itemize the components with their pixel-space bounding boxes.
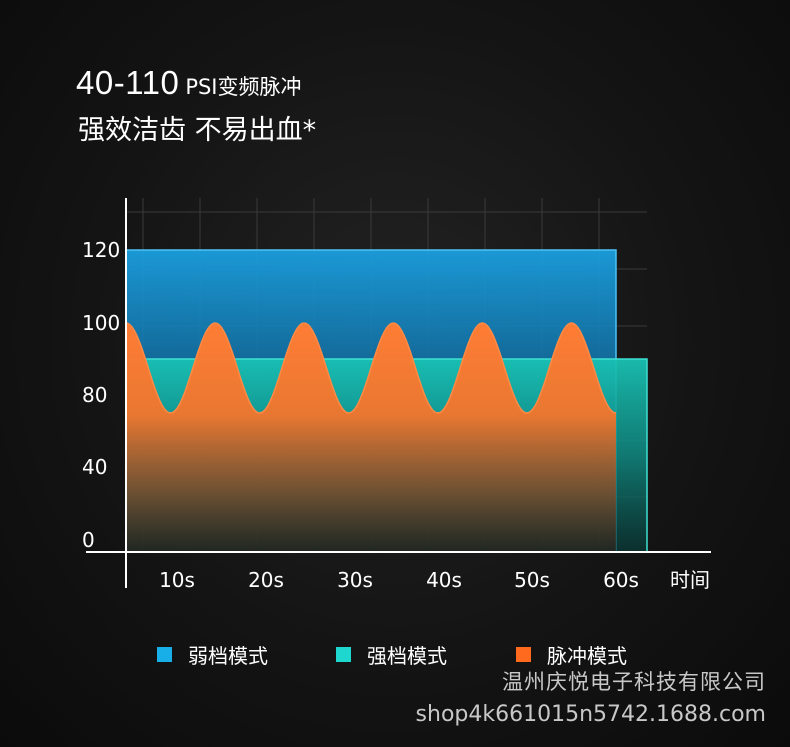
series-pulse-area	[126, 323, 616, 552]
subheadline: 强效洁齿 不易出血*	[78, 115, 317, 146]
legend-item-strong: 强档模式	[336, 640, 447, 669]
legend-swatch-pulse	[516, 647, 531, 662]
x-tick-label-40s: 40s	[426, 568, 462, 592]
chart-labels: 0 40 80 100 120 10s 20s 30s 40s 50s 60s 时间	[82, 238, 710, 592]
x-axis-label: 时间	[670, 568, 710, 592]
pressure-range: 40-110	[76, 64, 180, 101]
legend-item-weak: 弱档模式	[157, 640, 268, 669]
y-tick-label-100: 100	[82, 311, 120, 335]
series-pulse-outline	[125, 322, 617, 414]
chart-axes	[86, 198, 711, 588]
pressure-unit-text: PSI变频脉冲	[185, 75, 302, 99]
legend-item-pulse: 脉冲模式	[516, 640, 627, 669]
legend-swatch-strong	[336, 647, 351, 662]
x-tick-label-50s: 50s	[514, 568, 550, 592]
legend-label-strong: 强档模式	[367, 644, 447, 668]
legend-label-pulse: 脉冲模式	[547, 644, 627, 668]
watermark-url: shop4k661015n5742.1688.com	[415, 702, 766, 727]
legend: 弱档模式 强档模式 脉冲模式	[0, 640, 790, 670]
legend-swatch-weak	[157, 647, 172, 662]
y-tick-label-80: 80	[82, 383, 107, 407]
y-tick-label-40: 40	[82, 455, 107, 479]
legend-label-weak: 弱档模式	[188, 644, 268, 668]
x-tick-label-10s: 10s	[159, 568, 195, 592]
x-tick-label-20s: 20s	[248, 568, 284, 592]
x-tick-label-30s: 30s	[337, 568, 373, 592]
y-tick-label-0: 0	[82, 528, 95, 552]
watermark-company: 温州庆悦电子科技有限公司	[502, 670, 766, 694]
headline: 40-110 PSI变频脉冲	[76, 64, 302, 102]
x-tick-label-60s: 60s	[603, 568, 639, 592]
y-tick-label-120: 120	[82, 238, 120, 262]
chart-areas	[125, 249, 648, 552]
